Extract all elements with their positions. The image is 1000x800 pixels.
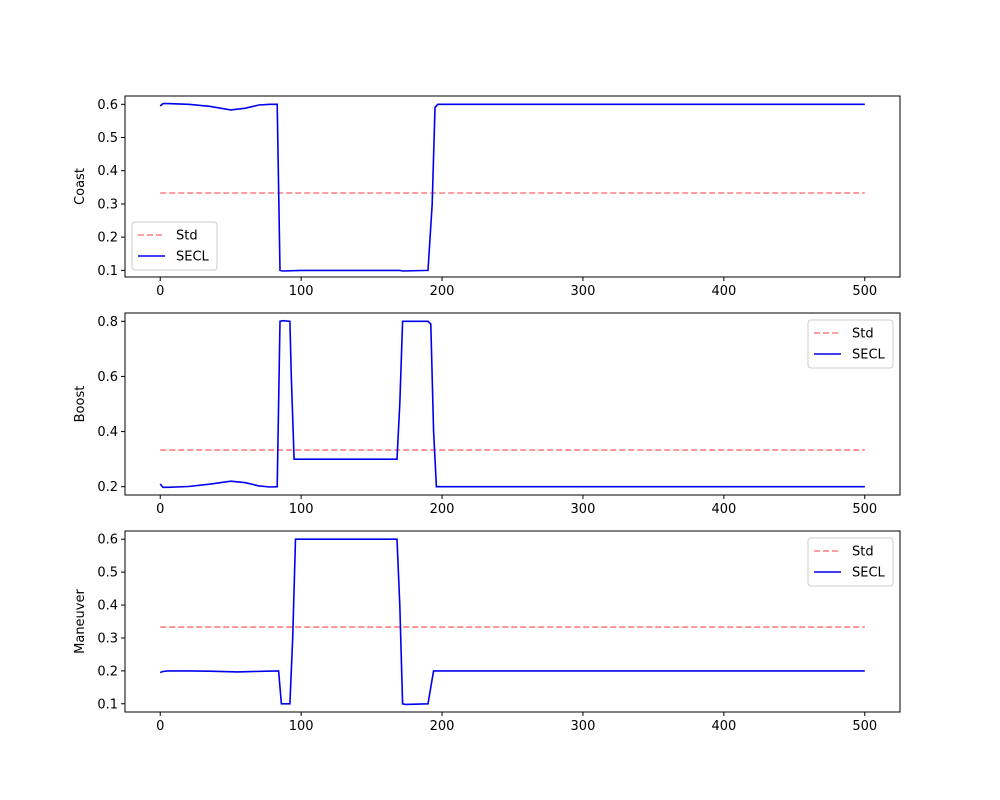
series-line-secl [159, 538, 865, 706]
legend-label-std: Std [176, 229, 198, 244]
y-tick-label: 0.6 [97, 98, 118, 113]
y-axis-label: Boost [73, 386, 88, 423]
x-tick-label: 100 [289, 502, 314, 517]
x-tick-label: 400 [711, 502, 736, 517]
legend: Std SECL [807, 537, 894, 587]
subplot-coast: 0 100 200 300 400 500 0.1 0.2 0.3 0.4 0.5 0.6 Coast S… [73, 95, 901, 299]
x-tick-label: 500 [852, 502, 877, 517]
axes-frame [124, 95, 901, 278]
legend: Std SECL [807, 319, 894, 369]
axes-frame [124, 312, 901, 496]
y-axis-label: Maneuver [73, 589, 88, 654]
y-tick-label: 0.1 [97, 264, 118, 279]
legend-label-secl: SECL [852, 348, 886, 363]
y-tick-label: 0.4 [97, 164, 118, 179]
y-tick-label: 0.2 [97, 480, 118, 495]
legend-label-std: Std [852, 327, 874, 342]
y-tick-label: 0.2 [97, 664, 118, 679]
x-tick-label: 200 [430, 284, 455, 299]
x-tick-label: 300 [571, 502, 596, 517]
series-line-secl [159, 319, 865, 489]
y-tick-label: 0.8 [97, 315, 118, 330]
x-tick-label: 0 [156, 502, 164, 517]
axes-frame [124, 530, 901, 713]
subplot-boost: 0 100 200 300 400 500 0.2 0.4 0.6 0.8 Boost Std SECL [73, 312, 901, 517]
y-tick-label: 0.5 [97, 566, 118, 581]
legend: Std SECL [131, 221, 218, 271]
y-tick-label: 0.2 [97, 231, 118, 246]
x-tick-label: 0 [156, 284, 164, 299]
x-tick-label: 300 [571, 284, 596, 299]
y-tick-label: 0.6 [97, 533, 118, 548]
x-tick-label: 100 [289, 719, 314, 734]
legend-box [807, 537, 894, 587]
legend-label-secl: SECL [852, 566, 886, 581]
y-tick-label: 0.3 [97, 197, 118, 212]
y-tick-label: 0.4 [97, 599, 118, 614]
y-tick-label: 0.5 [97, 131, 118, 146]
x-tick-label: 500 [852, 284, 877, 299]
x-tick-label: 0 [156, 719, 164, 734]
series-line-secl [159, 102, 865, 272]
x-tick-label: 200 [430, 502, 455, 517]
legend-label-secl: SECL [176, 250, 210, 265]
x-tick-label: 400 [711, 719, 736, 734]
legend-box [131, 221, 218, 271]
legend-box [807, 319, 894, 369]
y-tick-label: 0.1 [97, 697, 118, 712]
x-tick-label: 200 [430, 719, 455, 734]
x-tick-label: 400 [711, 284, 736, 299]
x-tick-label: 300 [571, 719, 596, 734]
y-tick-label: 0.4 [97, 425, 118, 440]
y-axis-label: Coast [73, 168, 88, 205]
y-tick-label: 0.6 [97, 370, 118, 385]
x-tick-label: 500 [852, 719, 877, 734]
x-tick-label: 100 [289, 284, 314, 299]
subplot-maneuver: 0 100 200 300 400 500 0.1 0.2 0.3 0.4 0.5 0.6 Maneuv… [73, 530, 901, 734]
y-tick-label: 0.3 [97, 631, 118, 646]
legend-label-std: Std [852, 545, 874, 560]
